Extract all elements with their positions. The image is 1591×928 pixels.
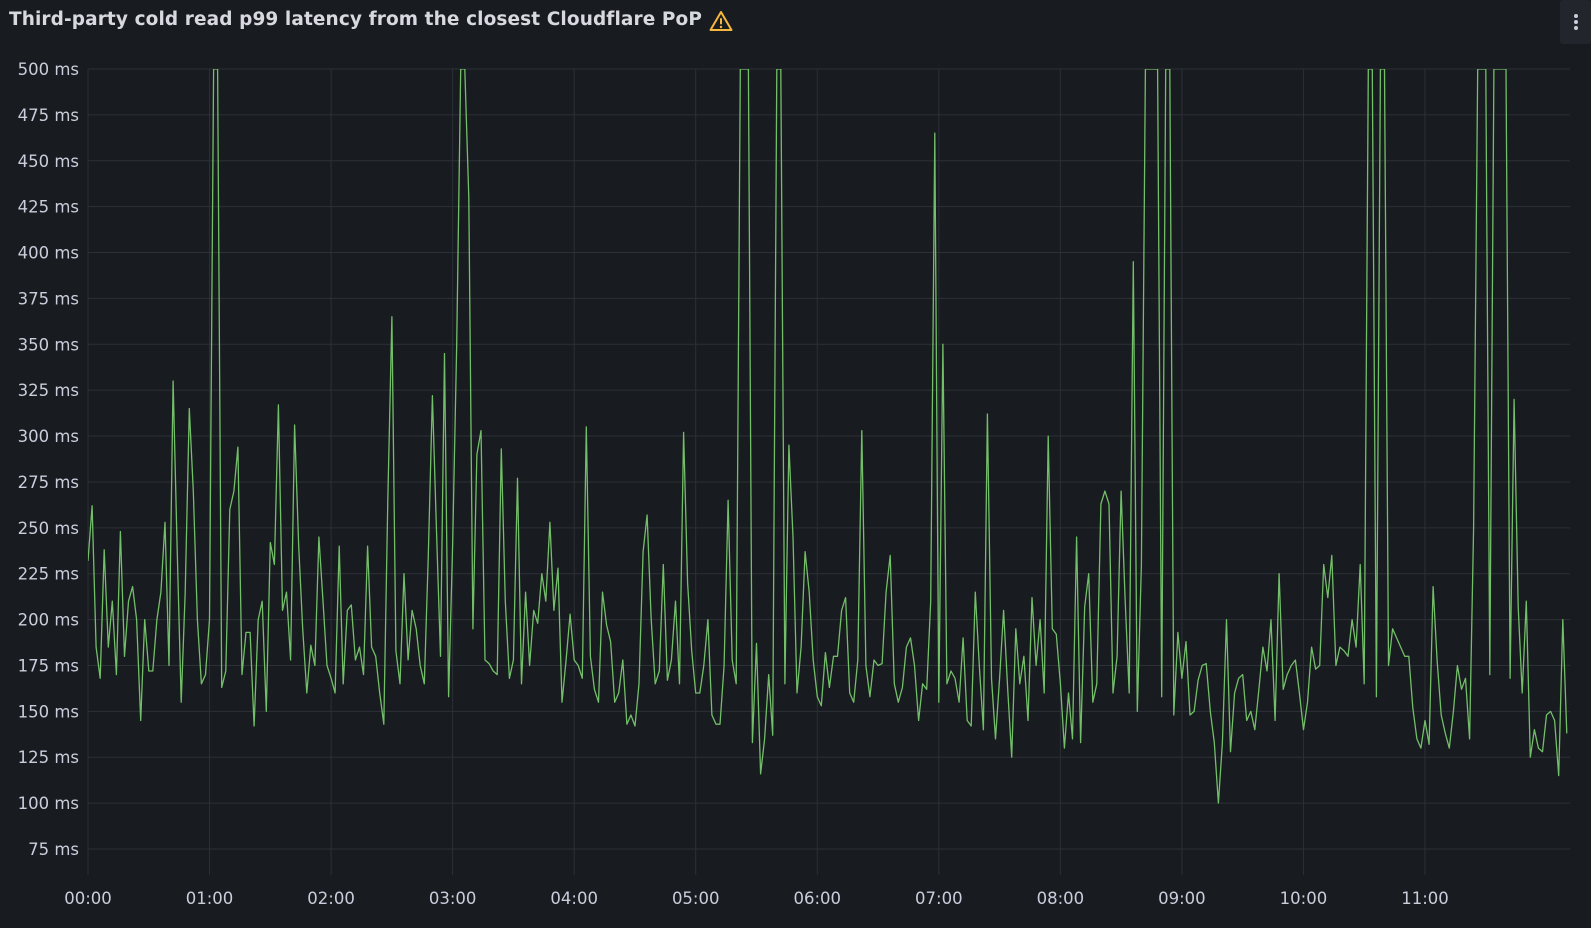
y-tick-label: 500 ms — [18, 60, 79, 79]
x-tick-label: 02:00 — [307, 889, 355, 908]
y-axis-ticks: 500 ms 475 ms 450 ms 425 ms 400 ms 375 ms 350 … — [18, 60, 79, 859]
panel-title: Third-party cold read p99 latency from t… — [9, 9, 703, 30]
y-tick-label: 475 ms — [18, 106, 79, 125]
x-tick-label: 07:00 — [915, 889, 963, 908]
y-tick-label: 425 ms — [18, 198, 79, 217]
panel-menu-button[interactable] — [1560, 0, 1591, 44]
y-tick-label: 200 ms — [18, 611, 79, 630]
y-tick-label: 275 ms — [18, 473, 79, 492]
y-tick-label: 400 ms — [18, 244, 79, 263]
y-tick-label: 325 ms — [18, 381, 79, 400]
y-tick-label: 350 ms — [18, 335, 79, 354]
x-tick-label: 04:00 — [550, 889, 598, 908]
x-tick-label: 09:00 — [1158, 889, 1206, 908]
vertical-ellipsis-icon — [1574, 14, 1578, 18]
x-axis-ticks: 00:00 01:00 02:00 03:00 04:00 05:00 06:00 07:00… — [64, 889, 1449, 908]
grid-lines — [87, 68, 1570, 875]
x-tick-label: 11:00 — [1401, 889, 1449, 908]
x-tick-label: 05:00 — [672, 889, 720, 908]
panel-header: Third-party cold read p99 latency from t… — [0, 0, 1591, 44]
y-tick-label: 250 ms — [18, 519, 79, 538]
x-tick-label: 08:00 — [1037, 889, 1085, 908]
y-tick-label: 175 ms — [18, 656, 79, 675]
y-tick-label: 450 ms — [18, 152, 79, 171]
y-tick-label: 125 ms — [18, 748, 79, 767]
warning-triangle-icon[interactable] — [709, 10, 733, 32]
y-tick-label: 150 ms — [18, 702, 79, 721]
y-tick-label: 225 ms — [18, 565, 79, 584]
x-tick-label: 06:00 — [793, 889, 841, 908]
x-tick-label: 03:00 — [429, 889, 477, 908]
x-tick-label: 00:00 — [64, 889, 112, 908]
latency-series-line — [88, 69, 1568, 804]
x-tick-label: 10:00 — [1280, 889, 1328, 908]
x-tick-label: 01:00 — [186, 889, 234, 908]
y-tick-label: 300 ms — [18, 427, 79, 446]
y-tick-label: 375 ms — [18, 289, 79, 308]
y-tick-label: 75 ms — [28, 840, 79, 859]
y-tick-label: 100 ms — [18, 794, 79, 813]
